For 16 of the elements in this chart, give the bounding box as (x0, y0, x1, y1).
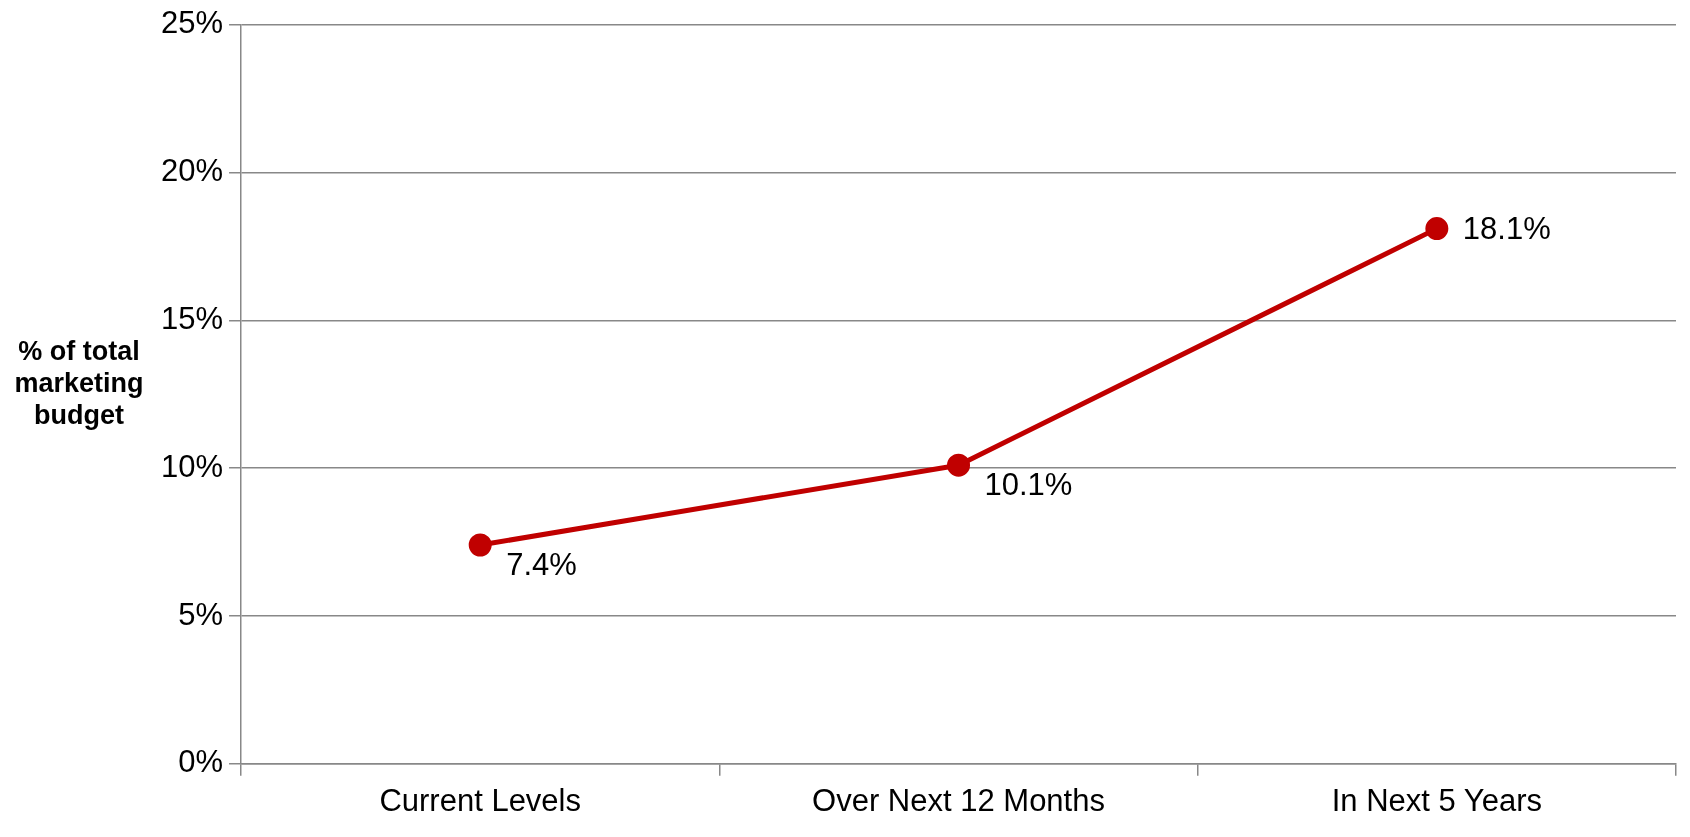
x-tick-label: Over Next 12 Months (812, 782, 1105, 818)
data-label: 18.1% (1462, 211, 1551, 247)
x-tick-label: Current Levels (379, 782, 581, 818)
data-label: 10.1% (984, 467, 1073, 503)
y-tick-label: 20% (161, 152, 224, 188)
data-label: 7.4% (506, 547, 577, 583)
point (468, 533, 492, 557)
y-tick-label: 0% (178, 744, 224, 780)
y-tick-label: 25% (161, 5, 224, 41)
point (1425, 217, 1449, 241)
y-tick-label: 5% (178, 596, 224, 632)
y-tick-label: 10% (161, 448, 224, 484)
y-axis-title: % of total marketing budget (13, 335, 145, 431)
x-tick-label: In Next 5 Years (1331, 782, 1542, 818)
point (947, 453, 971, 477)
y-tick-label: 15% (161, 300, 224, 336)
